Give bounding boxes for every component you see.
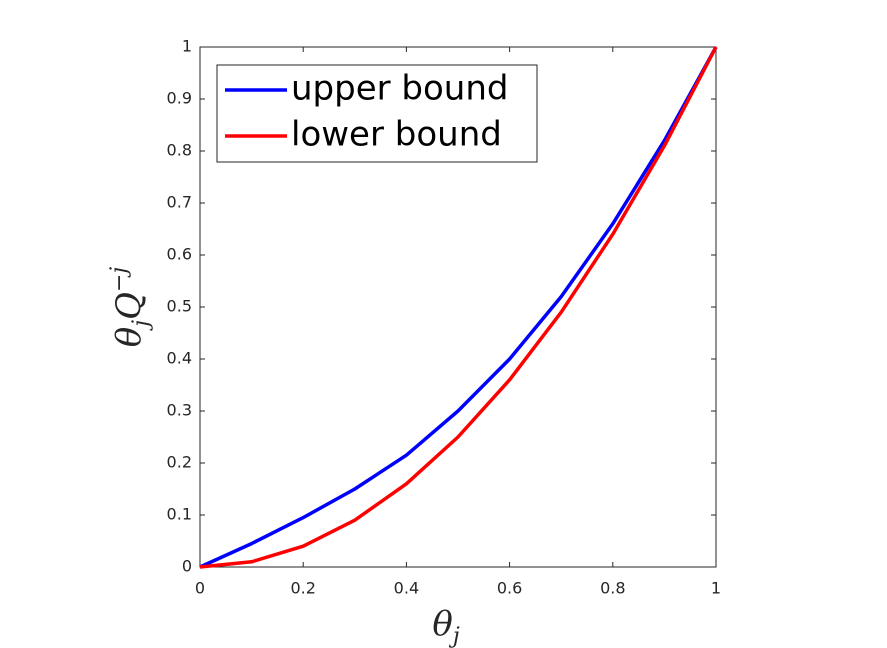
x-tick-label: 0 <box>195 579 205 598</box>
x-tick-label: 0.8 <box>600 579 625 598</box>
y-tick-label: 0.3 <box>167 401 192 420</box>
y-tick-label: 0.8 <box>167 141 192 160</box>
x-label-part: θ <box>432 604 452 644</box>
x-axis-label: θj <box>432 604 459 648</box>
y-tick-label: 0.6 <box>167 245 192 264</box>
x-tick-label: 0.4 <box>394 579 419 598</box>
legend-label: lower bound <box>291 115 502 155</box>
line <box>199 46 718 569</box>
x-tick-label: 0.2 <box>290 579 315 598</box>
y-tick-label: 0.5 <box>167 297 192 316</box>
y-label-part: Q <box>109 292 149 320</box>
y-axis-label: θjQ−j <box>107 267 154 348</box>
y-label-part: θ <box>109 327 149 347</box>
x-tick-label: 1 <box>711 579 721 598</box>
x-tick-label: 0.6 <box>497 579 522 598</box>
y-tick-label: 0.2 <box>167 453 192 472</box>
legend-label: upper bound <box>291 69 508 109</box>
y-tick-label: 0.7 <box>167 193 192 212</box>
legend-box <box>216 64 538 163</box>
y-tick-label: 0.4 <box>167 349 192 368</box>
y-tick-label: 1 <box>182 37 192 56</box>
y-tick-label: 0 <box>182 557 192 576</box>
line <box>199 46 718 569</box>
y-label-part: −j <box>107 267 132 292</box>
y-tick-label: 0.1 <box>167 505 192 524</box>
y-tick-label: 0.9 <box>167 89 192 108</box>
